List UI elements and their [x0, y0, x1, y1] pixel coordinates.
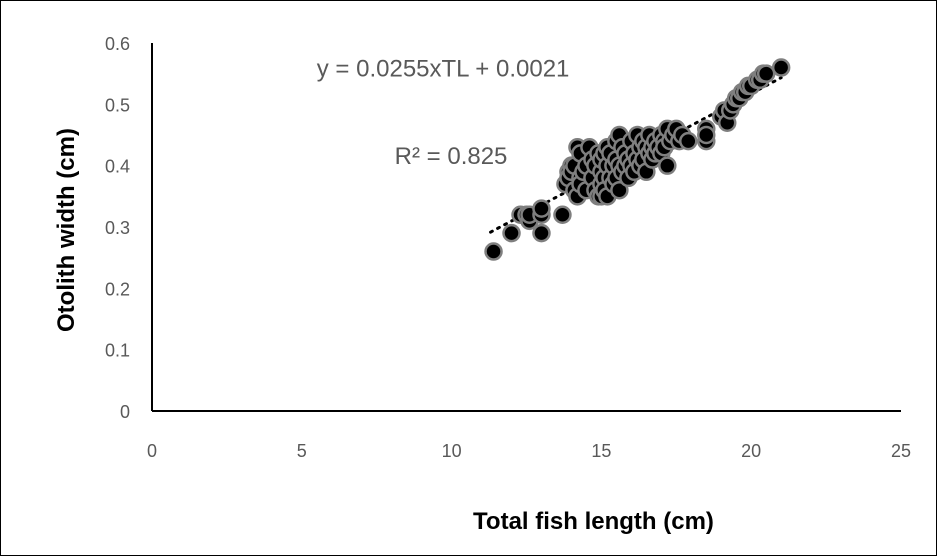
x-tick-label: 15 — [591, 441, 611, 461]
data-point — [532, 223, 551, 243]
x-tick-label: 25 — [891, 441, 911, 461]
data-points-layer — [484, 58, 791, 261]
y-tick-label: 0.5 — [105, 95, 130, 115]
y-tick-labels: 0 0.1 0.2 0.3 0.4 0.5 0.6 — [105, 34, 130, 422]
y-tick-label: 0.4 — [105, 157, 130, 177]
data-point — [697, 125, 716, 145]
data-point — [484, 242, 503, 261]
data-point — [532, 199, 551, 218]
y-tick-label: 0.2 — [105, 279, 130, 299]
y-tick-label: 0.6 — [105, 34, 130, 54]
y-tick-label: 0 — [120, 402, 130, 422]
x-tick-label: 5 — [297, 441, 307, 461]
x-axis-title: Total fish length (cm) — [473, 508, 714, 535]
data-point — [553, 205, 572, 224]
data-point — [679, 131, 698, 151]
x-tick-label: 10 — [442, 441, 462, 461]
x-tick-label: 20 — [741, 441, 761, 461]
x-tick-labels: 0 5 10 15 20 25 — [147, 441, 911, 461]
y-axis-title: Otolith width (cm) — [53, 128, 80, 332]
r-squared-annotation: R² = 0.825 — [395, 143, 508, 170]
data-point — [771, 58, 791, 77]
data-point — [658, 156, 677, 175]
equation-annotation: y = 0.0255xTL + 0.0021 — [317, 56, 570, 83]
data-point — [502, 223, 521, 243]
y-tick-label: 0.1 — [105, 341, 130, 361]
data-point — [610, 180, 629, 200]
data-point — [756, 64, 776, 83]
y-tick-label: 0.3 — [105, 218, 130, 238]
x-tick-label: 0 — [147, 441, 157, 461]
